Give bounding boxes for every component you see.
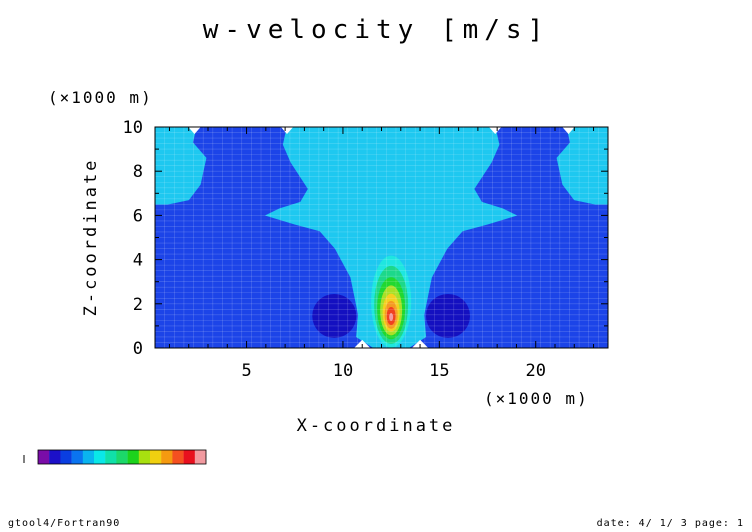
colorbar-swatch <box>194 450 207 464</box>
y-unit-label: (×1000 m) <box>48 88 153 107</box>
plot-area <box>154 126 609 349</box>
x-axis-label: X-coordinate <box>297 416 456 436</box>
colorbar-swatch <box>183 450 195 464</box>
y-tick-label: 4 <box>133 251 143 271</box>
colorbar-swatch <box>138 450 151 464</box>
x-tick-label: 10 <box>333 361 353 381</box>
y-axis-label: Z-coordinate <box>81 158 101 317</box>
y-tick-label: 2 <box>133 295 143 315</box>
colorbar-swatch <box>82 450 95 464</box>
colorbar-swatch <box>49 450 61 464</box>
contour-downdraft-left <box>312 293 357 338</box>
colorbar-frame <box>37 449 207 465</box>
footer-left: gtool4/Fortran90 <box>8 518 120 529</box>
axis-ticks: 5 10 15 20 0 2 4 6 8 10 <box>123 118 608 381</box>
colorbar-swatch <box>150 450 162 464</box>
colorbar-swatch <box>38 450 50 464</box>
y-tick-label: 10 <box>123 118 143 138</box>
contour-core-8 <box>389 313 394 322</box>
x-tick-label: 15 <box>429 361 449 381</box>
colorbar-swatch <box>161 450 173 464</box>
chart-title: w-velocity [m/s] <box>203 15 549 45</box>
colorbar-swatch <box>71 450 83 464</box>
colorbar-swatch <box>60 450 72 464</box>
y-tick-label: 8 <box>133 162 143 182</box>
contour-downdraft-right <box>426 293 471 338</box>
x-unit-label: (×1000 m) <box>484 389 589 408</box>
footer-right: date: 4/ 1/ 3 page: 1 <box>597 518 744 529</box>
colorbar-swatch <box>105 450 117 464</box>
colorbar-swatch <box>172 450 184 464</box>
y-tick-label: 0 <box>133 339 143 359</box>
x-tick-label: 5 <box>241 361 251 381</box>
grid <box>154 126 609 349</box>
colorbar-swatch <box>116 450 128 464</box>
x-tick-label: 20 <box>525 361 545 381</box>
colorbar-swatch <box>94 450 106 464</box>
colorbar <box>37 449 207 465</box>
y-tick-label: 6 <box>133 206 143 226</box>
colorbar-swatch <box>127 450 139 464</box>
